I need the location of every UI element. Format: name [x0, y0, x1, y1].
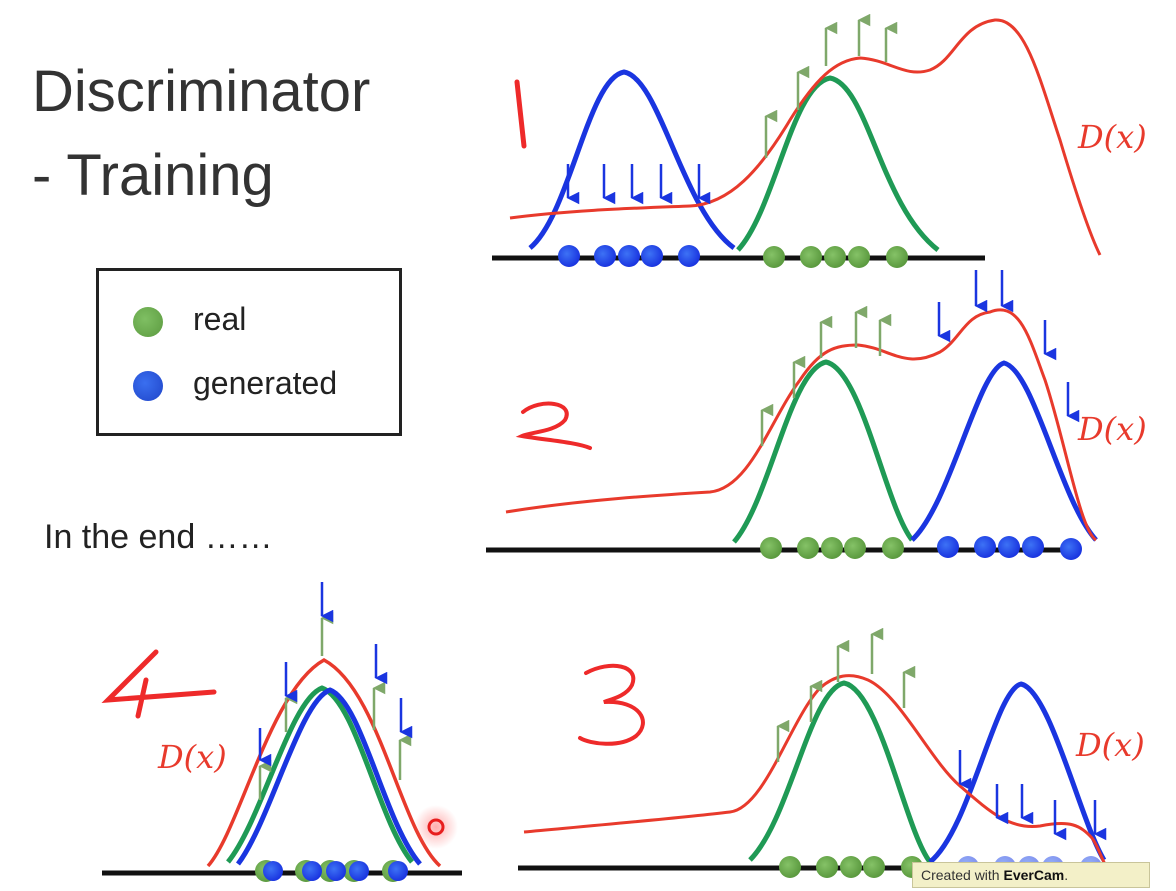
real-dot	[886, 246, 908, 268]
generated-dot	[998, 536, 1020, 558]
generated-dot	[388, 861, 408, 881]
panel-2-real-dots	[760, 537, 904, 559]
panel-2-up-arrows	[760, 305, 892, 446]
panel-1-up-arrows	[764, 13, 898, 158]
panel-3-discriminator-curve	[523, 674, 1108, 867]
generated-dot	[618, 245, 640, 267]
generated-dot	[937, 536, 959, 558]
panel-2-curve-label: D(x)	[1077, 410, 1147, 448]
real-dot	[760, 537, 782, 559]
panel-4: D(x)	[101, 582, 462, 882]
real-dot-icon	[133, 307, 163, 337]
generated-dot	[349, 861, 369, 881]
real-dot	[763, 246, 785, 268]
generated-dot	[678, 245, 700, 267]
panel-4-up-arrows	[258, 611, 412, 800]
real-dot	[800, 246, 822, 268]
panel-1-discriminator-curve	[509, 18, 1102, 256]
panel-3-generated-curve	[928, 681, 1107, 864]
panel-1-down-arrows	[566, 164, 711, 205]
real-dot	[824, 246, 846, 268]
panel-2-generated-dots	[937, 536, 1082, 560]
panel-3-real-curve	[748, 680, 933, 864]
real-dot	[779, 856, 801, 878]
panel-3-step-label	[578, 663, 645, 746]
panel-1-curve-label: D(x)	[1077, 118, 1147, 156]
real-dot	[821, 537, 843, 559]
watermark-brand: EverCam	[1003, 867, 1065, 883]
panel-3-curve-label: D(x)	[1075, 726, 1145, 764]
real-dot	[848, 246, 870, 268]
panel-2-step-label	[515, 401, 592, 450]
watermark: Created with EverCam.	[912, 862, 1150, 888]
panel-2-down-arrows	[937, 270, 1080, 423]
panel-2-discriminator-curve	[505, 308, 1098, 542]
panel-2: D(x)	[486, 270, 1147, 560]
legend: real generated	[96, 268, 402, 436]
generated-dot	[558, 245, 580, 267]
generated-dot	[641, 245, 663, 267]
panel-1: D(x)	[492, 13, 1147, 268]
generated-dot	[1060, 538, 1082, 560]
real-dot	[844, 537, 866, 559]
generated-dot-icon	[133, 371, 163, 401]
real-dot	[882, 537, 904, 559]
real-dot	[863, 856, 885, 878]
generated-dot	[594, 245, 616, 267]
panel-4-generated-dots	[263, 861, 408, 881]
slide-title-line1: Discriminator	[32, 59, 371, 124]
panel-4-step-label	[101, 649, 217, 719]
panel-1-generated-curve	[528, 69, 736, 251]
panel-2-generated-curve	[910, 360, 1098, 542]
panel-4-curve-label: D(x)	[157, 738, 227, 776]
panel-3-up-arrows	[776, 627, 916, 762]
slide-title-line2: - Training	[32, 143, 274, 208]
panel-1-step-label	[514, 79, 527, 149]
panel-1-generated-dots	[558, 245, 700, 267]
panel-1-real-curve	[736, 75, 940, 252]
end-caption: In the end ……	[44, 518, 273, 556]
watermark-suffix: .	[1064, 867, 1069, 883]
cursor-highlight-icon	[414, 805, 458, 849]
panel-1-real-dots	[763, 246, 908, 268]
real-dot	[840, 856, 862, 878]
panel-4-generated-curve	[236, 687, 422, 866]
panel-4-discriminator-curve	[206, 658, 442, 868]
panel-3-down-arrows	[958, 750, 1107, 841]
panel-4-real-curve	[226, 685, 414, 864]
panel-2-real-curve	[732, 359, 915, 544]
panel-3-real-dots	[779, 856, 923, 878]
watermark-prefix: Created with	[921, 867, 1004, 883]
generated-dot	[974, 536, 996, 558]
real-dot	[797, 537, 819, 559]
generated-dot	[302, 861, 322, 881]
generated-dot	[326, 861, 346, 881]
real-dot	[816, 856, 838, 878]
generated-dot	[1022, 536, 1044, 558]
generated-dot	[263, 861, 283, 881]
panel-4-down-arrows	[258, 582, 413, 767]
panel-3: D(x)	[518, 627, 1145, 878]
legend-label-generated: generated	[193, 365, 338, 401]
legend-label-real: real	[193, 301, 247, 337]
